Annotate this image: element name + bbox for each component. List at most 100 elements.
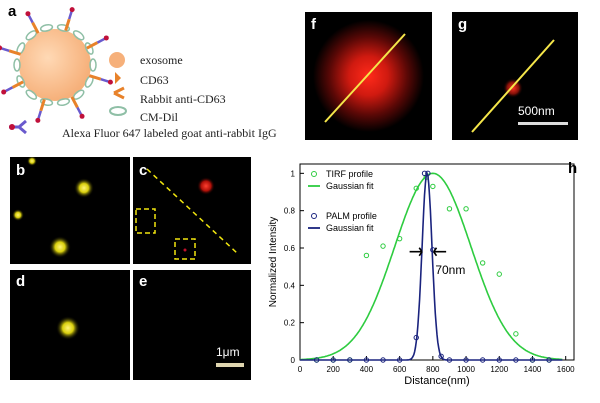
cd63-marker — [39, 98, 46, 112]
cmdil-marker — [72, 30, 85, 41]
cmdil-marker — [56, 98, 71, 107]
profile-line-f — [324, 33, 406, 123]
red-spot-c — [197, 177, 215, 195]
cmdil-marker — [56, 23, 71, 32]
cmdil-marker — [13, 58, 21, 72]
scale-bar-e — [216, 363, 244, 367]
panel-g-label: g — [458, 16, 468, 33]
x-tick-label: 1200 — [490, 365, 508, 374]
scale-label-e: 1μm — [216, 345, 240, 359]
panel-b-label: b — [16, 162, 26, 179]
cmdil-marker — [25, 89, 38, 100]
fit-line-series-3 — [300, 170, 563, 361]
panel-f-label: f — [311, 16, 316, 33]
panel-b-image — [10, 157, 130, 264]
fit-line-series-1 — [299, 172, 563, 361]
data-point — [463, 206, 469, 212]
fwhm-annotation: 70nm — [435, 263, 465, 277]
data-point — [513, 331, 519, 337]
legend-rabbit-anti-cd63: Rabbit anti-CD63 — [140, 92, 226, 106]
y-tick-label: 0.8 — [284, 207, 296, 216]
data-point — [496, 271, 502, 277]
cd63-marker — [64, 18, 71, 32]
x-tick-label: 1400 — [524, 365, 542, 374]
x-tick-label: 800 — [426, 365, 440, 374]
panel-h-label: h — [568, 160, 578, 177]
panel-g-image — [452, 12, 578, 140]
fluor-marker — [79, 113, 85, 119]
data-point — [380, 243, 386, 249]
data-point — [438, 353, 444, 359]
panel-d-image — [10, 270, 130, 380]
exosome-schematic — [0, 7, 127, 135]
cmdil-marker — [39, 23, 54, 32]
panel-c-image — [133, 157, 251, 264]
fluor-marker — [0, 45, 3, 51]
cmdil-marker — [39, 98, 54, 107]
y-tick-label: 0.2 — [284, 319, 296, 328]
cd63-marker — [8, 49, 22, 56]
cmdil-legend-icon — [109, 106, 127, 116]
panel-h-chart: 0 200 400 600 800 1000 1200 1400 1600 0 0.2 0.4 0.6 0… — [268, 163, 575, 387]
fluor-marker — [35, 117, 41, 123]
panel-c-label: c — [139, 162, 148, 179]
cmdil-marker — [84, 42, 94, 55]
y-tick-label: 0 — [291, 356, 296, 365]
cd63-marker — [88, 74, 102, 81]
legend-marker-icon — [311, 171, 317, 177]
roi-box-2 — [174, 238, 196, 260]
fwhm-arrow-right — [433, 247, 447, 257]
legend-label: PALM profile — [326, 211, 377, 221]
data-point — [430, 183, 436, 190]
panel-f-image — [305, 12, 432, 140]
yellow-spot — [27, 157, 37, 166]
y-axis-label: Normalized Intensity — [268, 217, 279, 308]
scale-label-g: 500nm — [518, 104, 555, 118]
profile-line-g — [471, 39, 555, 133]
x-tick-label: 1600 — [557, 365, 575, 374]
legend-exosome: exosome — [140, 53, 183, 67]
fluor-marker — [25, 11, 31, 17]
yellow-spot — [56, 316, 80, 340]
legend-label: Gaussian fit — [326, 181, 374, 191]
x-axis-label: Distance(nm) — [404, 375, 469, 387]
scale-bar-g — [518, 122, 568, 125]
fluor-marker — [103, 35, 109, 41]
yellow-spot — [12, 209, 24, 221]
fluor-marker — [1, 89, 7, 95]
panel-e-label: e — [139, 273, 148, 290]
legend-cd63: CD63 — [140, 73, 169, 87]
data-point — [446, 206, 453, 212]
panel-a-label: a — [8, 3, 17, 20]
roi-box-1 — [135, 208, 156, 234]
x-tick-label: 400 — [360, 365, 374, 374]
panel-d-label: d — [16, 273, 26, 290]
cmdil-marker — [16, 75, 26, 88]
legend-label: Gaussian fit — [326, 223, 374, 233]
cd63-marker — [70, 96, 79, 109]
fwhm-arrow-left — [409, 247, 423, 257]
data-point — [363, 252, 370, 259]
fluor-marker — [69, 7, 75, 13]
x-tick-label: 200 — [327, 365, 341, 374]
data-point — [479, 260, 486, 266]
fluor-marker — [107, 79, 113, 85]
legend-label: TIRF profile — [326, 169, 373, 179]
exosome-legend-icon — [109, 52, 125, 68]
cd63-marker — [86, 41, 99, 50]
y-tick-label: 0.4 — [284, 281, 296, 290]
rabbit-antibody-legend-icon — [113, 86, 125, 100]
panel-e-image — [133, 270, 251, 380]
legend-cm-dil: CM-Dil — [140, 110, 179, 124]
exosome-body — [19, 29, 91, 101]
yellow-spot — [74, 178, 94, 198]
legend-alexa: Alexa Fluor 647 labeled goat anti-rabbit… — [62, 126, 277, 140]
cmdil-marker — [89, 58, 97, 72]
cd63-marker — [11, 80, 24, 89]
y-tick-label: 0.6 — [284, 244, 296, 253]
legend-marker-icon — [311, 213, 317, 219]
cd63-marker — [31, 21, 40, 34]
yellow-spot — [49, 236, 71, 258]
x-tick-label: 0 — [298, 365, 303, 374]
